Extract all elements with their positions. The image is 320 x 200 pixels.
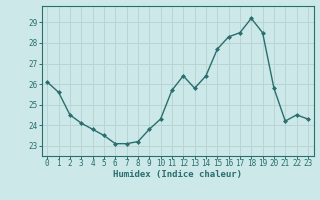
X-axis label: Humidex (Indice chaleur): Humidex (Indice chaleur) <box>113 170 242 179</box>
